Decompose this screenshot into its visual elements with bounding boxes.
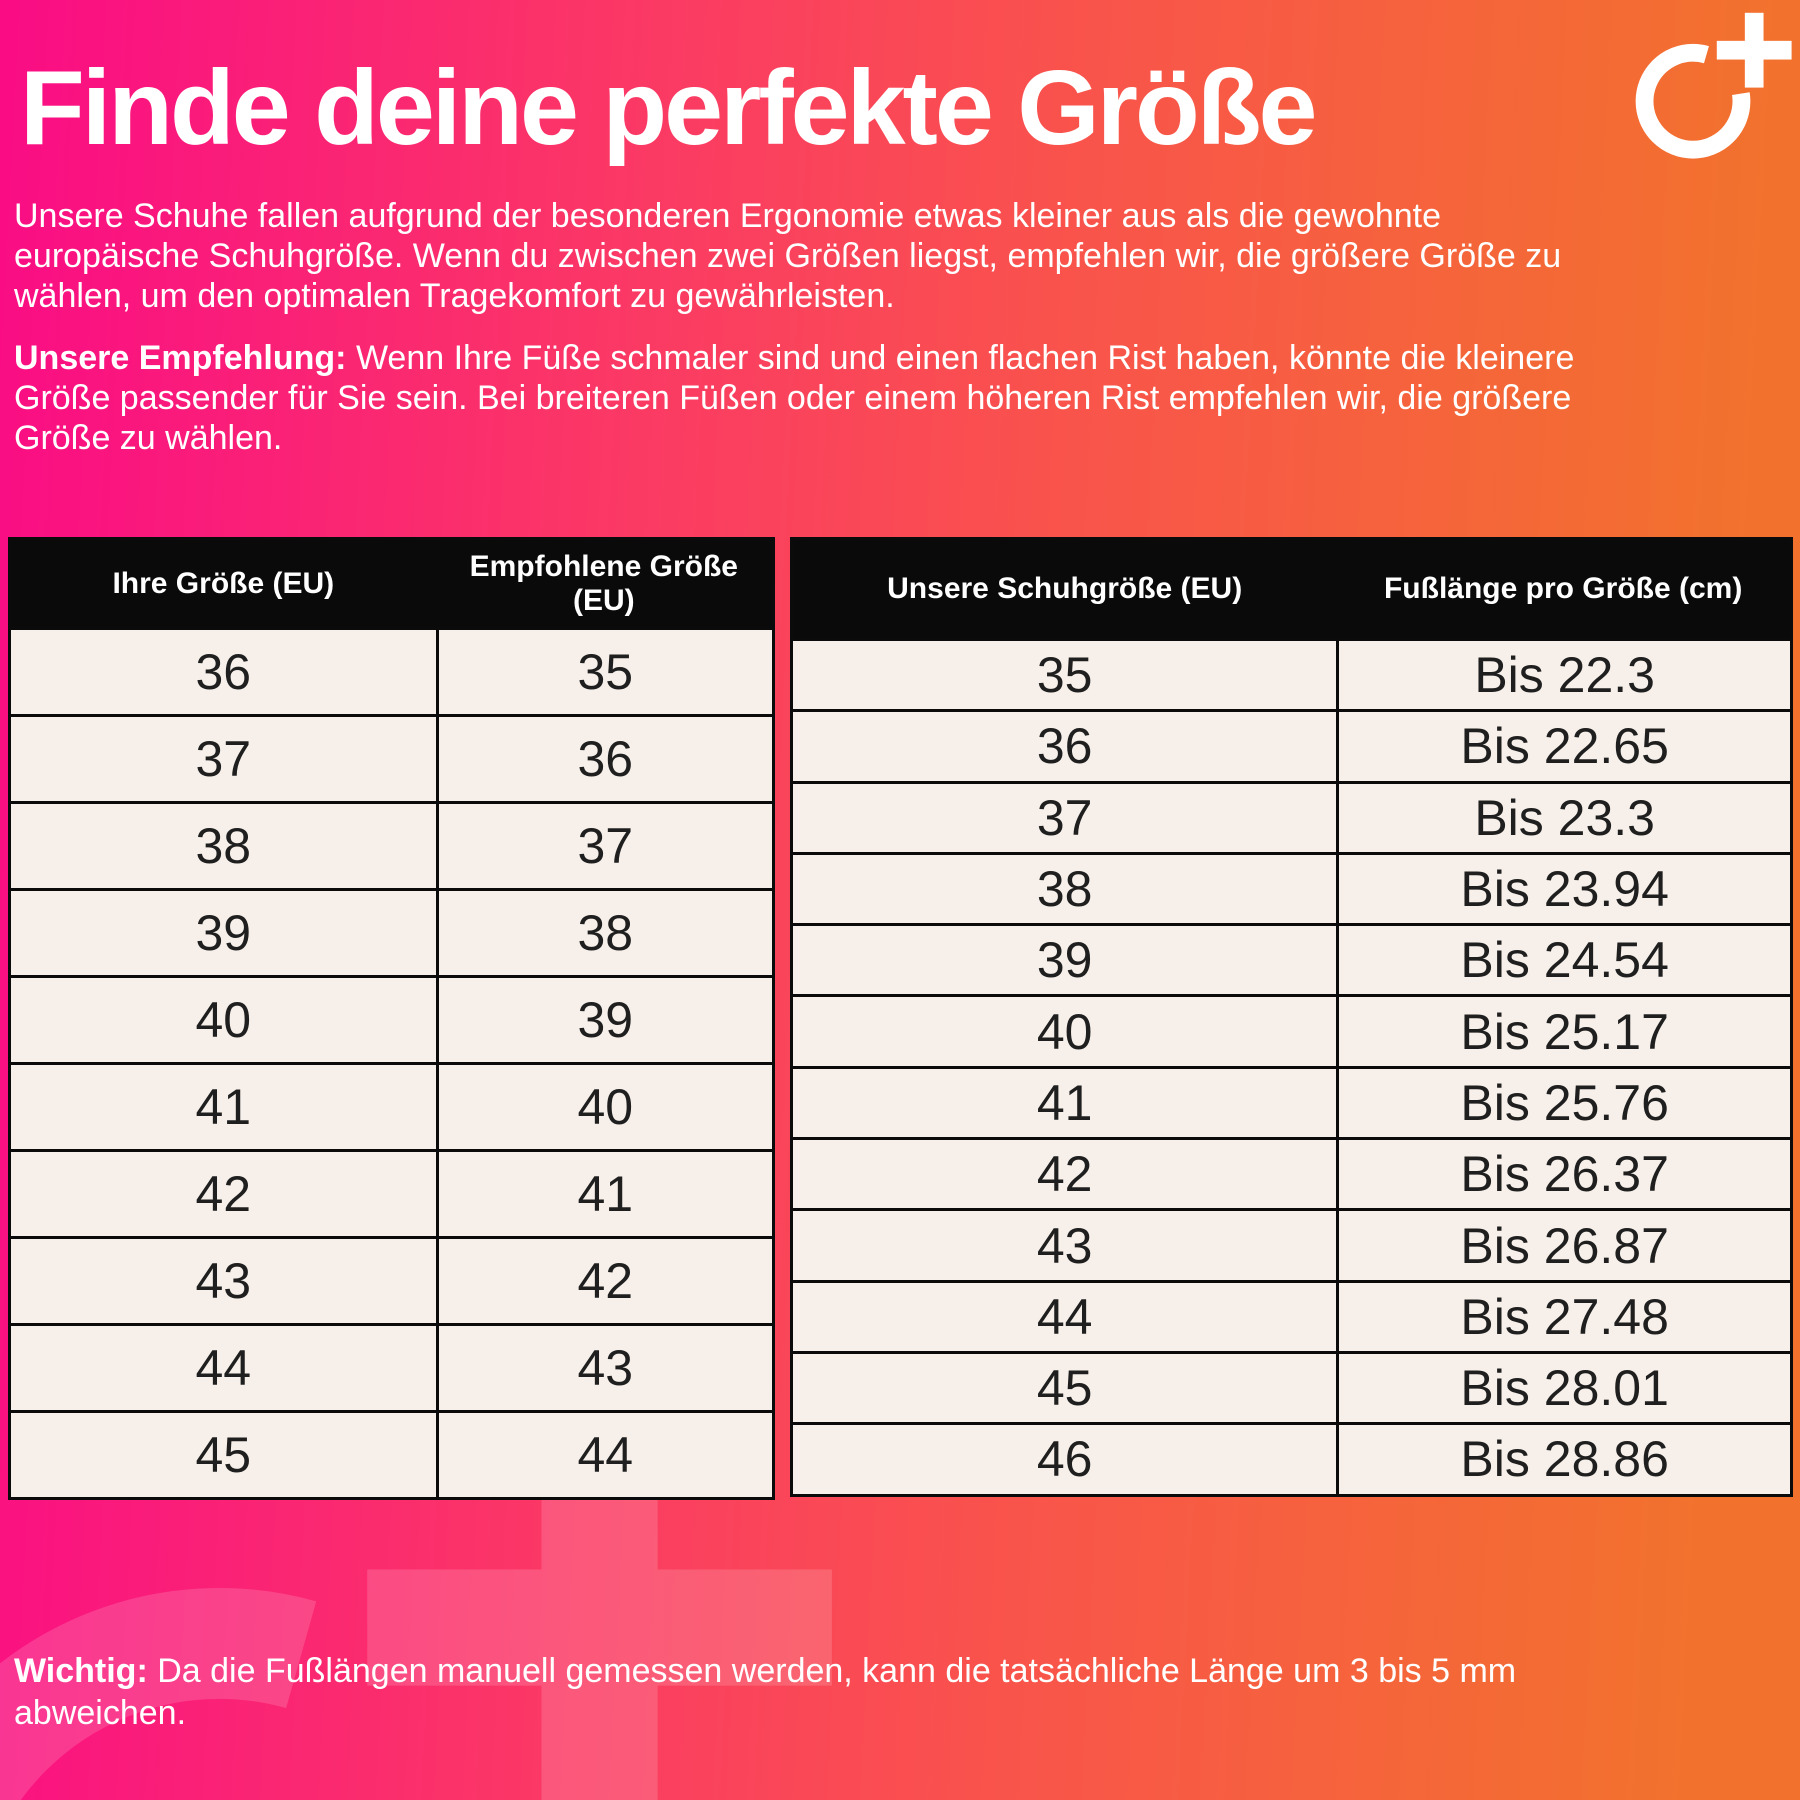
table-cell: 45 (1036, 1360, 1093, 1417)
table-cell: 44 (435, 1413, 772, 1497)
important-note: Wichtig: Da die Fußlängen manuell gemess… (14, 1650, 1574, 1734)
circle-plus-watermark-icon (0, 1395, 832, 1800)
recommendation-label: Unsere Empfehlung: (14, 339, 347, 377)
intro-text: Unsere Schuhe fallen aufgrund der besond… (14, 197, 1562, 315)
table-row: 45 Bis 28.01 (793, 1350, 1790, 1423)
table-cell: 45 (195, 1427, 252, 1483)
table-cell: 36 (195, 644, 252, 700)
table-row: 38 Bis 23.94 (793, 851, 1790, 924)
table-cell: 40 (435, 1065, 772, 1149)
table-cell: 38 (435, 891, 772, 975)
table-row: 41 Bis 25.76 (793, 1065, 1790, 1138)
table-cell: 39 (195, 905, 252, 961)
table-cell: Bis 25.17 (1336, 997, 1790, 1066)
table-cell: Bis 22.65 (1336, 712, 1790, 781)
table-cell: 39 (435, 978, 772, 1062)
table-cell: 41 (435, 1152, 772, 1236)
table-cell: Bis 22.3 (1336, 641, 1790, 710)
table-cell: 42 (435, 1239, 772, 1323)
table-cell: 44 (1036, 1288, 1093, 1345)
page-title: Finde deine perfekte Größe (20, 49, 1317, 167)
table-row: 43 42 (11, 1236, 772, 1323)
table-cell: 37 (1036, 789, 1093, 846)
table-cell: Bis 26.87 (1336, 1211, 1790, 1280)
table-row: 37 Bis 23.3 (793, 780, 1790, 852)
size-table-body: 36 35 37 36 38 37 39 38 40 39 41 40 42 41 43 42 44 43 45 44 (11, 627, 772, 1497)
circle-plus-logo-icon (1635, 12, 1792, 159)
table-cell: Bis 26.37 (1336, 1140, 1790, 1209)
table-cell: 37 (435, 804, 772, 888)
table-row: 36 Bis 22.65 (793, 709, 1790, 781)
table-cell: 36 (435, 717, 772, 801)
size-table-header: Ihre Größe (EU) Empfohlene Größe (EU) (11, 540, 772, 627)
size-table-header-recommended-size: Empfohlene Größe (EU) (469, 549, 738, 617)
important-note-label: Wichtig: (14, 1652, 148, 1690)
table-row: 45 44 (11, 1410, 772, 1497)
table-row: 37 36 (11, 714, 772, 801)
table-row: 40 Bis 25.17 (793, 994, 1790, 1066)
table-row: 40 39 (11, 975, 772, 1062)
table-cell: 38 (1036, 861, 1093, 918)
table-cell: 44 (195, 1340, 252, 1396)
table-row: 44 Bis 27.48 (793, 1279, 1790, 1351)
table-row: 42 41 (11, 1149, 772, 1236)
foot-length-header-foot-length: Fußlänge pro Größe (cm) (1383, 572, 1743, 605)
table-row: 39 Bis 24.54 (793, 923, 1790, 995)
table-row: 39 38 (11, 888, 772, 975)
table-row: 36 35 (11, 627, 772, 714)
table-cell: 41 (195, 1079, 252, 1135)
table-cell: 43 (195, 1253, 252, 1309)
table-cell: 40 (195, 992, 252, 1048)
table-row: 38 37 (11, 801, 772, 888)
table-cell: 35 (1036, 647, 1093, 704)
table-cell: 35 (435, 630, 772, 714)
table-cell: Bis 27.48 (1336, 1282, 1790, 1351)
table-cell: Bis 24.54 (1336, 926, 1790, 995)
table-cell: Bis 28.86 (1336, 1425, 1790, 1494)
table-cell: Bis 23.94 (1336, 854, 1790, 924)
table-cell: 39 (1036, 932, 1093, 989)
table-cell: 40 (1036, 1003, 1093, 1060)
size-recommendation-table: Ihre Größe (EU) Empfohlene Größe (EU) 36… (8, 537, 775, 1500)
foot-length-header-shoe-size: Unsere Schuhgröße (EU) (887, 572, 1243, 605)
recommendation-text: Unsere Empfehlung: Wenn Ihre Füße schmal… (14, 338, 1604, 458)
table-row: 42 Bis 26.37 (793, 1137, 1790, 1209)
table-row: 35 Bis 22.3 (793, 638, 1790, 710)
table-row: 41 40 (11, 1062, 772, 1149)
table-cell: Bis 23.3 (1336, 783, 1790, 852)
foot-length-table: Unsere Schuhgröße (EU) Fußlänge pro Größ… (790, 537, 1793, 1497)
recommendation-body: Wenn Ihre Füße schmaler sind und einen f… (14, 339, 1575, 457)
size-table-header-your-size: Ihre Größe (EU) (112, 566, 335, 600)
table-cell: 43 (435, 1326, 772, 1410)
table-row: 44 43 (11, 1323, 772, 1410)
table-cell: 42 (195, 1166, 252, 1222)
table-cell: 41 (1036, 1074, 1093, 1131)
table-cell: 36 (1036, 718, 1093, 775)
important-note-body: Da die Fußlängen manuell gemessen werden… (14, 1652, 1517, 1732)
table-row: 46 Bis 28.86 (793, 1422, 1790, 1494)
table-cell: 46 (1036, 1431, 1093, 1488)
table-cell: 42 (1036, 1146, 1093, 1203)
foot-length-header: Unsere Schuhgröße (EU) Fußlänge pro Größ… (793, 540, 1790, 638)
table-cell: 37 (195, 731, 252, 787)
table-row: 43 Bis 26.87 (793, 1208, 1790, 1280)
table-cell: Bis 25.76 (1336, 1068, 1790, 1138)
table-cell: Bis 28.01 (1336, 1353, 1790, 1423)
foot-length-body: 35 Bis 22.3 36 Bis 22.65 37 Bis 23.3 38 Bis 23.… (793, 638, 1790, 1494)
table-cell: 43 (1036, 1217, 1093, 1274)
table-cell: 38 (195, 818, 252, 874)
